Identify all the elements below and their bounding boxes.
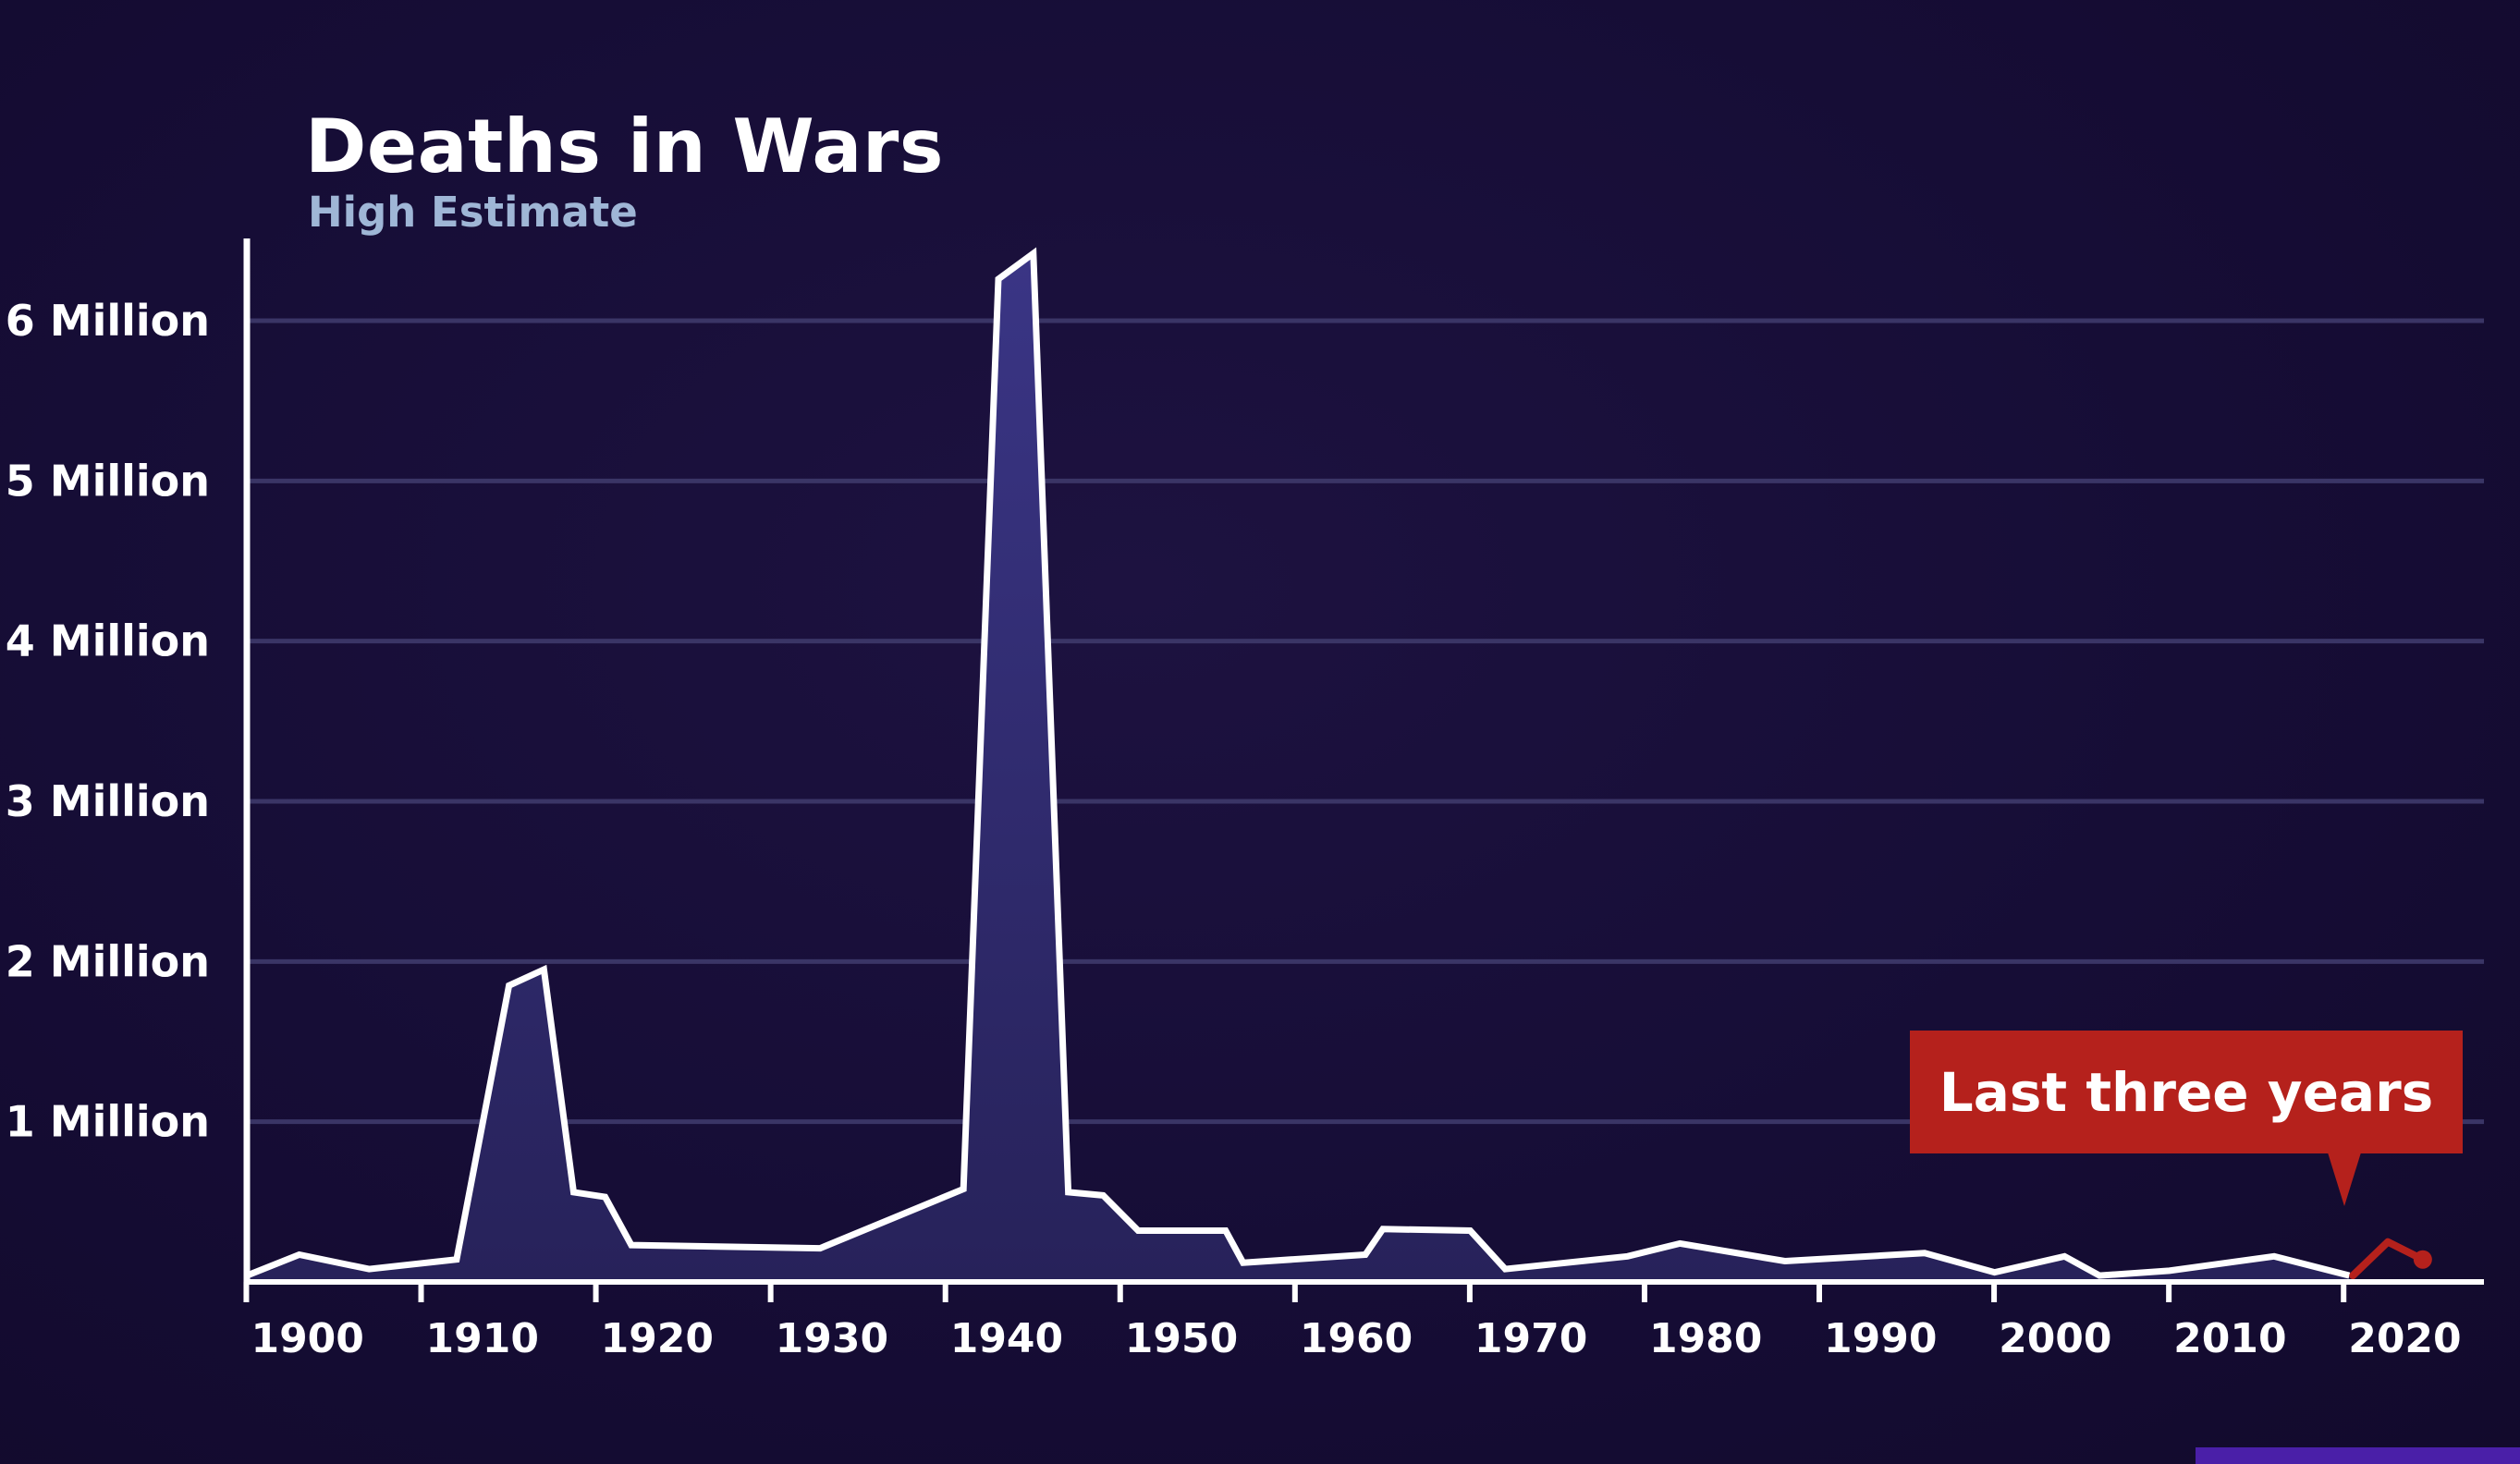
axes bbox=[243, 238, 2484, 1302]
x-tick-label: 1970 bbox=[1474, 1315, 1587, 1362]
x-tick-label: 1950 bbox=[1125, 1315, 1238, 1362]
x-tick-label: 1910 bbox=[426, 1315, 539, 1362]
gridlines bbox=[247, 318, 2484, 1125]
callout-pointer bbox=[2328, 1153, 2361, 1206]
chart-subtitle: High Estimate bbox=[308, 188, 638, 237]
x-tick-labels: 1900 1910 1920 1930 1940 1950 1960 1970 1980 1990… bbox=[251, 1315, 2461, 1362]
y-tick-label: 1 Million bbox=[6, 1097, 210, 1147]
chart-title: Deaths in Wars bbox=[305, 104, 944, 189]
y-tick-label: 4 Million bbox=[6, 616, 210, 666]
last-three-years-callout: Last three years bbox=[1910, 1031, 2463, 1153]
recent-series-line bbox=[2349, 1238, 2427, 1280]
x-tick-label: 2000 bbox=[1999, 1315, 2111, 1362]
x-tick-label: 1920 bbox=[601, 1315, 714, 1362]
y-tick-label: 5 Million bbox=[6, 456, 210, 506]
x-tick-label: 1980 bbox=[1649, 1315, 1762, 1362]
recent-series-point bbox=[2413, 1250, 2432, 1269]
y-tick-labels: 1 Million 2 Million 3 Million 4 Million 5 Mi… bbox=[6, 296, 210, 1147]
x-tick-label: 1900 bbox=[251, 1315, 363, 1362]
y-tick-label: 2 Million bbox=[6, 936, 210, 986]
x-tick-label: 2020 bbox=[2348, 1315, 2461, 1362]
x-tick-label: 1940 bbox=[950, 1315, 1063, 1362]
x-tick-label: 2010 bbox=[2173, 1315, 2286, 1362]
plot-area bbox=[245, 247, 2432, 1283]
corner-tab bbox=[2196, 1447, 2520, 1464]
callout-label: Last three years bbox=[1939, 1060, 2434, 1124]
series-line bbox=[245, 247, 2351, 1279]
x-tick-label: 1960 bbox=[1300, 1315, 1413, 1362]
y-tick-label: 3 Million bbox=[6, 776, 210, 826]
y-tick-label: 6 Million bbox=[6, 296, 210, 346]
x-tick-label: 1990 bbox=[1824, 1315, 1937, 1362]
x-tick-label: 1930 bbox=[776, 1315, 888, 1362]
